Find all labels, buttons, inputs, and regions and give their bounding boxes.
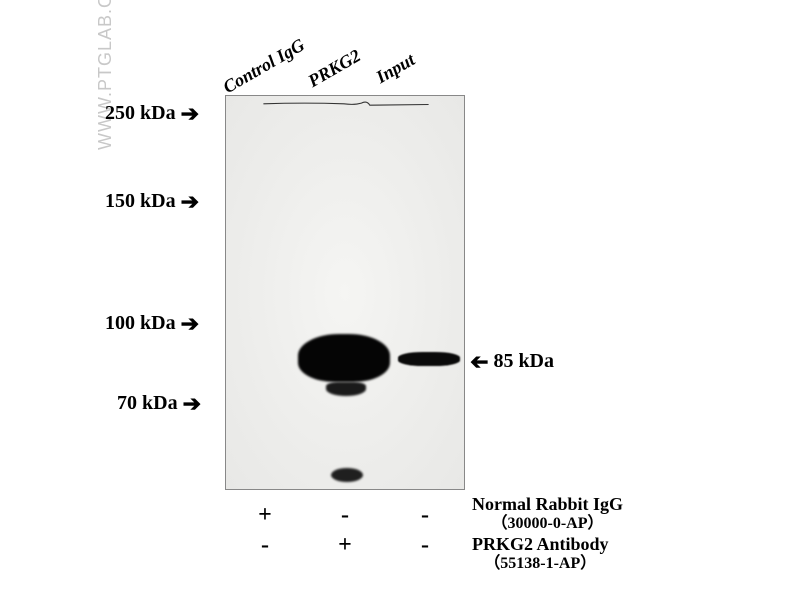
blot-background [226, 96, 464, 489]
condition-cell: - [225, 532, 305, 559]
condition-cell: - [385, 532, 465, 559]
mw-marker-100: 100 kDa ➔ [105, 312, 199, 335]
input-band [398, 352, 460, 366]
antibody-code: （55138-1-AP） [472, 555, 609, 573]
lane-label-control: Control IgG [220, 35, 309, 98]
western-blot-membrane [225, 95, 465, 490]
target-band-label: ➔ 85 kDa [470, 350, 554, 373]
membrane-artifact-line [228, 101, 464, 108]
antibody-code: （30000-0-AP） [472, 515, 623, 533]
lower-band-artifact [331, 468, 363, 482]
arrow-left-icon: ➔ [470, 351, 488, 373]
mw-label: 250 kDa [105, 102, 176, 125]
condition-row-igg: + - - [225, 500, 465, 530]
mw-marker-250: 250 kDa ➔ [105, 102, 199, 125]
antibody-label-igg: Normal Rabbit IgG （30000-0-AP） [472, 495, 623, 532]
arrow-right-icon: ➔ [181, 191, 199, 213]
antibody-label-prkg2: PRKG2 Antibody （55138-1-AP） [472, 535, 609, 572]
figure-container: WWW.PTGLAB.COM Control IgG PRKG2 Input 2… [0, 0, 800, 600]
antibody-condition-table: + - - - + - [225, 500, 465, 560]
mw-label: 100 kDa [105, 312, 176, 335]
arrow-right-icon: ➔ [181, 103, 199, 125]
mw-marker-70: 70 kDa ➔ [117, 392, 201, 415]
antibody-name: Normal Rabbit IgG [472, 494, 623, 514]
watermark-text: WWW.PTGLAB.COM [95, 0, 116, 150]
condition-cell: - [385, 502, 465, 529]
condition-row-prkg2: - + - [225, 530, 465, 560]
ip-band-tail [326, 382, 366, 396]
condition-cell: + [225, 502, 305, 529]
target-label-text: 85 kDa [493, 350, 554, 373]
condition-cell: - [305, 502, 385, 529]
arrow-right-icon: ➔ [181, 313, 199, 335]
ip-band-main [298, 334, 390, 382]
antibody-name: PRKG2 Antibody [472, 534, 609, 554]
lane-label-prkg2: PRKG2 [305, 45, 365, 92]
arrow-right-icon: ➔ [183, 393, 201, 415]
lane-labels-group: Control IgG PRKG2 Input [225, 15, 465, 95]
lane-label-input: Input [373, 49, 419, 88]
mw-marker-150: 150 kDa ➔ [105, 190, 199, 213]
mw-label: 70 kDa [117, 392, 178, 415]
mw-label: 150 kDa [105, 190, 176, 213]
condition-cell: + [305, 532, 385, 559]
